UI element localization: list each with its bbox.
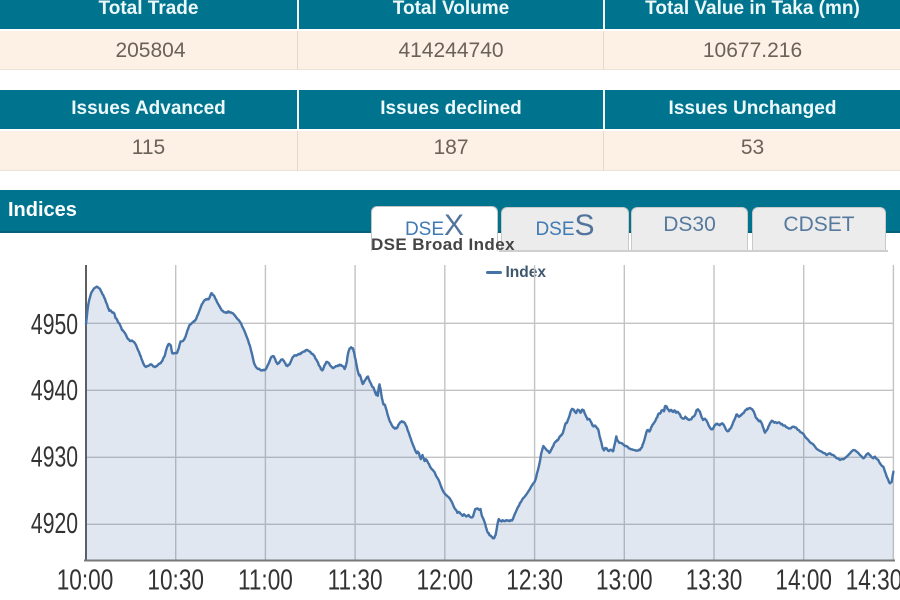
svg-text:11:30: 11:30 xyxy=(328,563,383,596)
svg-text:4950: 4950 xyxy=(31,309,78,341)
svg-text:11:00: 11:00 xyxy=(238,563,293,596)
svg-text:14:00: 14:00 xyxy=(775,563,832,596)
svg-text:13:30: 13:30 xyxy=(686,563,743,596)
svg-text:14:30: 14:30 xyxy=(846,563,900,596)
svg-text:4920: 4920 xyxy=(31,508,78,540)
svg-text:13:00: 13:00 xyxy=(596,563,653,596)
svg-text:4940: 4940 xyxy=(31,375,78,407)
svg-text:12:00: 12:00 xyxy=(416,563,473,596)
svg-text:12:30: 12:30 xyxy=(506,563,563,596)
svg-text:10:30: 10:30 xyxy=(147,563,204,596)
svg-text:10:00: 10:00 xyxy=(57,563,114,596)
svg-text:4930: 4930 xyxy=(31,441,78,473)
